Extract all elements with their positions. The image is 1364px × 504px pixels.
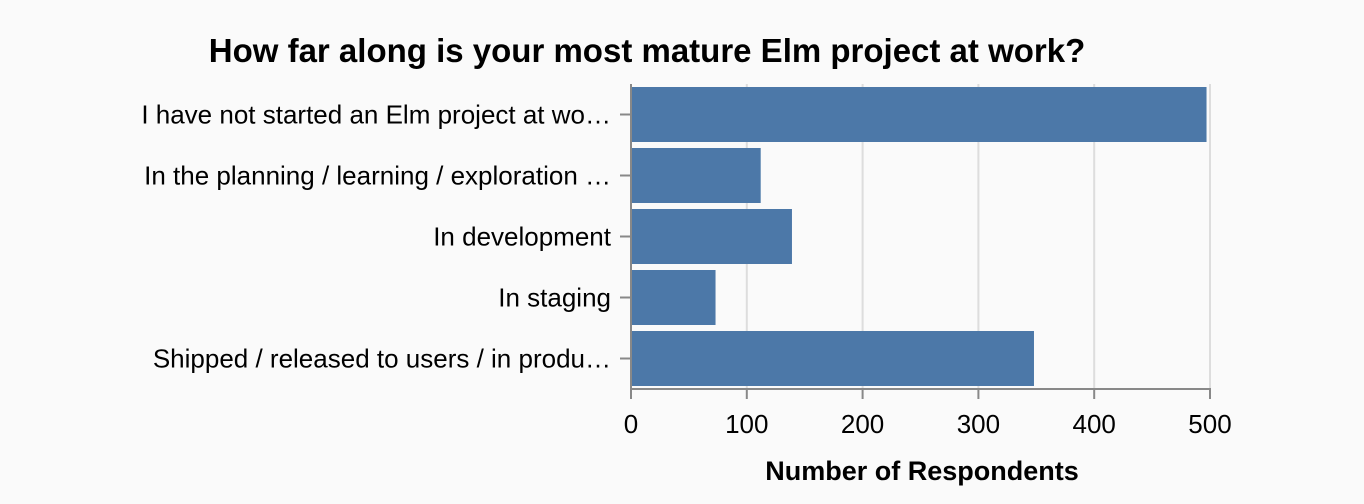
- x-tick-label-200: 200: [841, 409, 884, 439]
- x-tick-label-0: 0: [624, 409, 638, 439]
- x-tick-label-300: 300: [957, 409, 1000, 439]
- x-tick-label-400: 400: [1073, 409, 1116, 439]
- bar-2: [631, 209, 792, 264]
- x-axis-title: Number of Respondents: [765, 456, 1079, 486]
- category-label-3: In staging: [498, 283, 611, 313]
- category-label-4: Shipped / released to users / in produ…: [153, 344, 611, 374]
- bar-3: [631, 270, 716, 325]
- category-labels: I have not started an Elm project at wo……: [141, 100, 611, 374]
- category-label-1: In the planning / learning / exploration…: [144, 161, 611, 191]
- bars: [631, 87, 1207, 386]
- axes: 0 100 200 300 400 500: [620, 84, 1232, 439]
- x-tick-label-100: 100: [725, 409, 768, 439]
- x-tick-label-500: 500: [1188, 409, 1231, 439]
- chart-title: How far along is your most mature Elm pr…: [209, 32, 1086, 69]
- bar-4: [631, 331, 1034, 386]
- bar-1: [631, 148, 761, 203]
- category-label-0: I have not started an Elm project at wo…: [141, 100, 611, 130]
- category-label-2: In development: [433, 222, 612, 252]
- bar-0: [631, 87, 1207, 142]
